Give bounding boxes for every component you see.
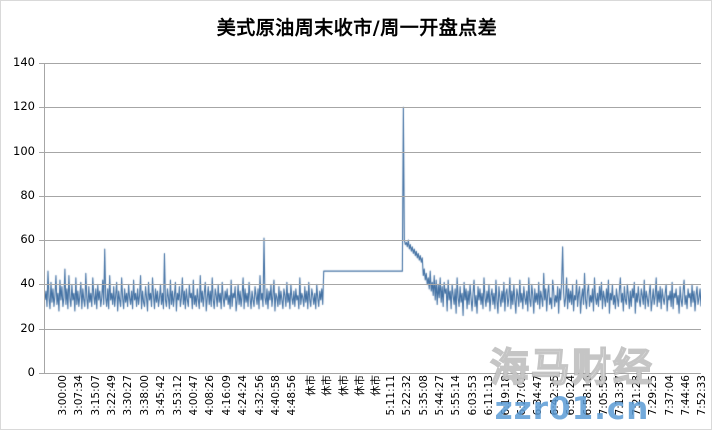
y-axis-label-100: 100 (13, 143, 35, 158)
y-axis-label-60: 60 (20, 232, 35, 247)
x-axis-label-9: 4:08:26 (204, 375, 217, 416)
x-axis-label-14: 4:48:56 (286, 375, 299, 416)
chart-title: 美式原油周末收市/周一开盘点差 (216, 17, 498, 39)
gridline-120 (45, 107, 701, 109)
x-axis-label-12: 4:32:56 (253, 375, 266, 416)
gridline-20 (45, 328, 701, 330)
y-tick-0 (39, 373, 45, 374)
x-axis-label-19: 休市 (370, 375, 383, 396)
x-axis-label-11: 4:24:24 (237, 375, 250, 416)
x-axis-label-16: 休市 (321, 375, 334, 396)
y-tick-140 (39, 63, 45, 64)
data-series-line (45, 63, 701, 373)
y-axis-label-0: 0 (27, 365, 35, 379)
plot-area (45, 63, 701, 374)
y-axis-label-120: 120 (13, 99, 35, 114)
x-axis-label-3: 3:22:49 (106, 375, 118, 416)
x-axis-label-34: 7:13:37 (614, 375, 627, 416)
y-axis-label-80: 80 (20, 187, 35, 202)
x-axis-label-1: 3:07:34 (73, 375, 86, 416)
x-axis-label-17: 休市 (337, 375, 350, 396)
x-axis-label-33: 7:05:58 (598, 375, 610, 416)
x-axis-label-27: 6:19:18 (499, 375, 512, 416)
x-axis-label-37: 7:37:04 (663, 375, 676, 416)
x-axis-label-32: 6:58:16 (581, 375, 594, 416)
x-axis-label-30: 6:42:35 (548, 375, 561, 416)
x-axis-label-22: 5:35:08 (417, 375, 430, 416)
gridline-140 (45, 63, 701, 64)
x-axis-label-5: 3:38:00 (138, 375, 151, 416)
gridline-60 (45, 240, 701, 242)
gridline-80 (45, 195, 701, 197)
y-axis-label-20: 20 (20, 320, 35, 335)
x-axis-label-6: 3:45:42 (155, 375, 168, 416)
y-axis-label-140: 140 (13, 55, 35, 69)
gridline-100 (45, 151, 701, 153)
x-axis-label-39: 7:52:33 (696, 375, 709, 416)
y-axis-label-40: 40 (20, 276, 35, 291)
y-tick-40 (39, 284, 45, 286)
x-axis-label-31: 6:50:24 (565, 375, 578, 416)
gridline-40 (45, 284, 701, 286)
x-axis-label-23: 5:44:27 (434, 375, 446, 416)
x-axis-label-28: 6:27:01 (516, 375, 528, 416)
y-axis-line (44, 63, 45, 374)
x-axis-label-13: 4:40:58 (270, 375, 282, 416)
y-tick-80 (39, 195, 45, 197)
x-axis-label-10: 4:16:09 (220, 375, 233, 416)
y-tick-20 (39, 328, 45, 330)
x-axis-label-8: 4:00:47 (188, 375, 200, 416)
y-tick-100 (39, 151, 45, 153)
x-axis-label-20: 5:11:11 (384, 375, 397, 416)
x-axis-label-15: 休市 (304, 375, 317, 396)
x-axis-label-4: 3:30:27 (122, 375, 135, 416)
x-axis-label-35: 7:21:28 (630, 375, 643, 416)
x-axis-label-36: 7:29:25 (647, 375, 660, 416)
x-axis-label-26: 6:11:13 (483, 375, 496, 416)
gridline-0 (45, 373, 701, 374)
x-axis-label-38: 7:44:46 (680, 375, 692, 416)
x-axis-label-0: 3:00:00 (56, 375, 69, 416)
x-axis-label-24: 5:55:14 (450, 375, 463, 416)
x-axis-label-2: 3:15:07 (89, 375, 102, 416)
y-tick-120 (39, 107, 45, 109)
x-axis-label-21: 5:22:32 (401, 375, 414, 416)
x-axis-label-25: 6:03:53 (466, 375, 479, 416)
x-axis-labels: 3:00:00 3:07:34 3:15:07 3:22:49 3:30:27 3:38:… (1, 375, 712, 431)
x-axis-label-7: 3:53:12 (171, 375, 184, 416)
x-axis-label-18: 休市 (354, 375, 366, 396)
y-tick-60 (39, 240, 45, 242)
x-axis-label-29: 6:34:47 (532, 375, 545, 416)
